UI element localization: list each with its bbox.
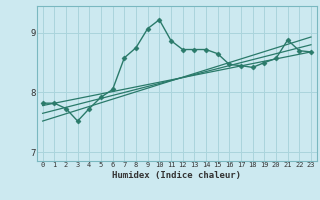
X-axis label: Humidex (Indice chaleur): Humidex (Indice chaleur): [112, 171, 241, 180]
